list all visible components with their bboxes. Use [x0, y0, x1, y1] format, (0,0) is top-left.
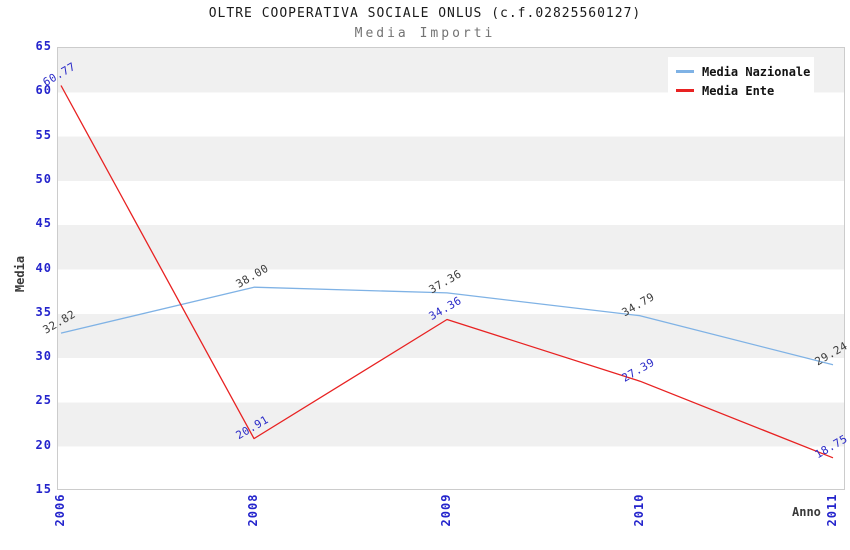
data-point-label: 38.00 — [234, 262, 271, 291]
x-axis-title: Anno — [792, 505, 821, 519]
series-line — [60, 286, 834, 366]
y-tick-label: 60 — [35, 83, 52, 98]
y-tick-label: 45 — [35, 216, 52, 231]
y-tick-label: 65 — [35, 39, 52, 53]
x-tick-label: 2009 — [439, 493, 453, 527]
legend-swatch-media-nazionale — [676, 70, 694, 73]
y-tick-label: 35 — [35, 304, 52, 319]
x-tick-label: 2011 — [825, 493, 839, 527]
y-tick-label: 50 — [35, 171, 52, 186]
data-point-label: 20.91 — [234, 413, 271, 442]
legend-item-media-nazionale: Media Nazionale — [676, 62, 810, 81]
y-tick-label: 20 — [35, 437, 52, 452]
legend-swatch-media-ente — [676, 89, 694, 92]
y-tick-label: 15 — [35, 482, 52, 496]
legend: Media Nazionale Media Ente — [668, 57, 814, 105]
data-point-label: 34.36 — [427, 294, 464, 323]
series-line — [60, 85, 834, 459]
legend-label-media-nazionale: Media Nazionale — [702, 64, 811, 79]
y-tick-label: 30 — [35, 349, 52, 364]
chart-subtitle: Media Importi — [354, 26, 496, 41]
x-tick-label: 2008 — [246, 493, 260, 527]
x-tick-label: 2010 — [632, 493, 646, 527]
chart-title: OLTRE COOPERATIVA SOCIALE ONLUS (c.f.028… — [208, 6, 642, 21]
x-tick-label: 2006 — [53, 493, 67, 527]
data-point-label: 34.79 — [620, 290, 657, 319]
legend-item-media-ente: Media Ente — [676, 81, 806, 100]
plot-area: 32.82 38.00 37.36 34.79 29.24 60.77 20.91 34.36… — [41, 47, 850, 490]
y-tick-label: 40 — [35, 260, 52, 275]
data-point-label: 37.36 — [427, 267, 464, 296]
y-tick-label: 25 — [35, 393, 52, 408]
y-tick-label: 55 — [35, 127, 52, 142]
legend-label-media-ente: Media Ente — [702, 83, 775, 98]
